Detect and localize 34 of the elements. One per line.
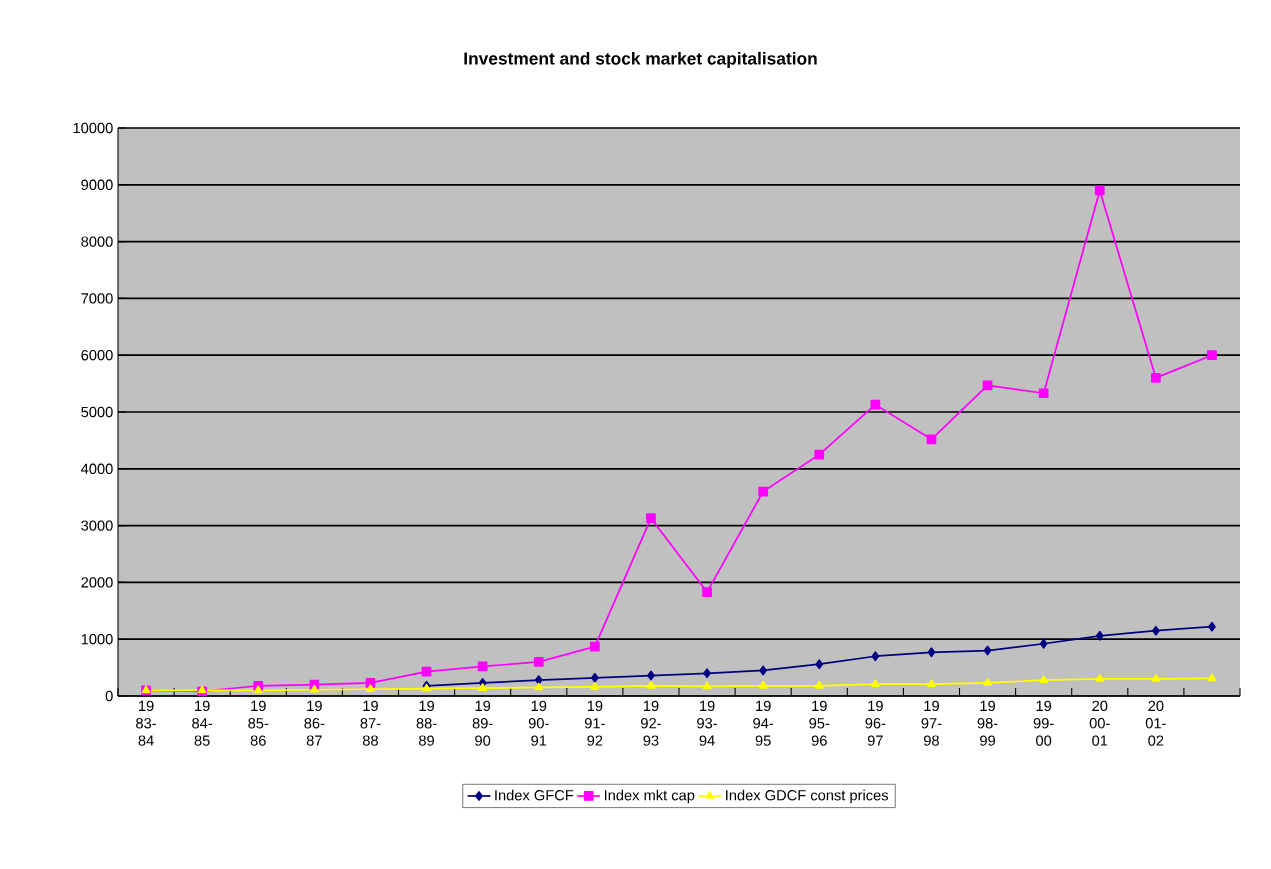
x-tick-label: 19 93-94 xyxy=(697,700,717,746)
x-tick-label: 19 95-96 xyxy=(809,700,830,746)
y-tick-label: 3000 xyxy=(81,520,113,531)
y-tick-label: 6000 xyxy=(81,350,113,361)
y-tick-label: 10000 xyxy=(73,122,113,134)
legend-label: Index GFCF xyxy=(495,789,574,801)
y-tick-label: 9000 xyxy=(81,179,113,190)
y-tick-label: 4000 xyxy=(81,463,113,474)
x-tick-label: 19 91-92 xyxy=(584,700,605,746)
x-tick-label: 19 88-89 xyxy=(416,700,437,746)
y-tick-label: 8000 xyxy=(81,236,113,247)
y-tick-label: 2000 xyxy=(81,577,113,588)
x-tick-label: 19 94-95 xyxy=(753,700,774,746)
x-tick-label: 19 85-86 xyxy=(248,700,269,746)
y-tick-label: 7000 xyxy=(81,293,113,304)
x-tick-label: 19 99-00 xyxy=(1033,700,1054,746)
x-tick-label: 19 96-97 xyxy=(865,700,886,746)
x-tick-label: 19 89-90 xyxy=(472,700,493,746)
x-tick-label: 20 00-01 xyxy=(1089,700,1110,746)
legend-label: Index mkt cap xyxy=(604,789,695,804)
x-tick-label: 19 98-99 xyxy=(977,700,998,746)
x-tick-label: 19 90-91 xyxy=(528,700,549,746)
legend-label: Index GDCF const prices xyxy=(726,789,889,804)
x-tick-label: 19 86-87 xyxy=(304,700,325,746)
x-tick-label: 19 97-98 xyxy=(921,700,942,746)
x-tick-label: 20 01-02 xyxy=(1145,700,1166,746)
y-tick-label: 0 xyxy=(105,690,113,702)
chart-title: Investment and stock market capitalisation xyxy=(464,51,817,69)
x-tick-label: 19 92-93 xyxy=(641,700,661,746)
x-tick-label: 19 83-84 xyxy=(136,700,156,746)
y-tick-label: 5000 xyxy=(81,406,113,418)
y-tick-label: 1000 xyxy=(81,634,113,645)
x-tick-label: 19 87-88 xyxy=(360,700,381,746)
x-tick-label: 19 84-85 xyxy=(192,700,213,746)
